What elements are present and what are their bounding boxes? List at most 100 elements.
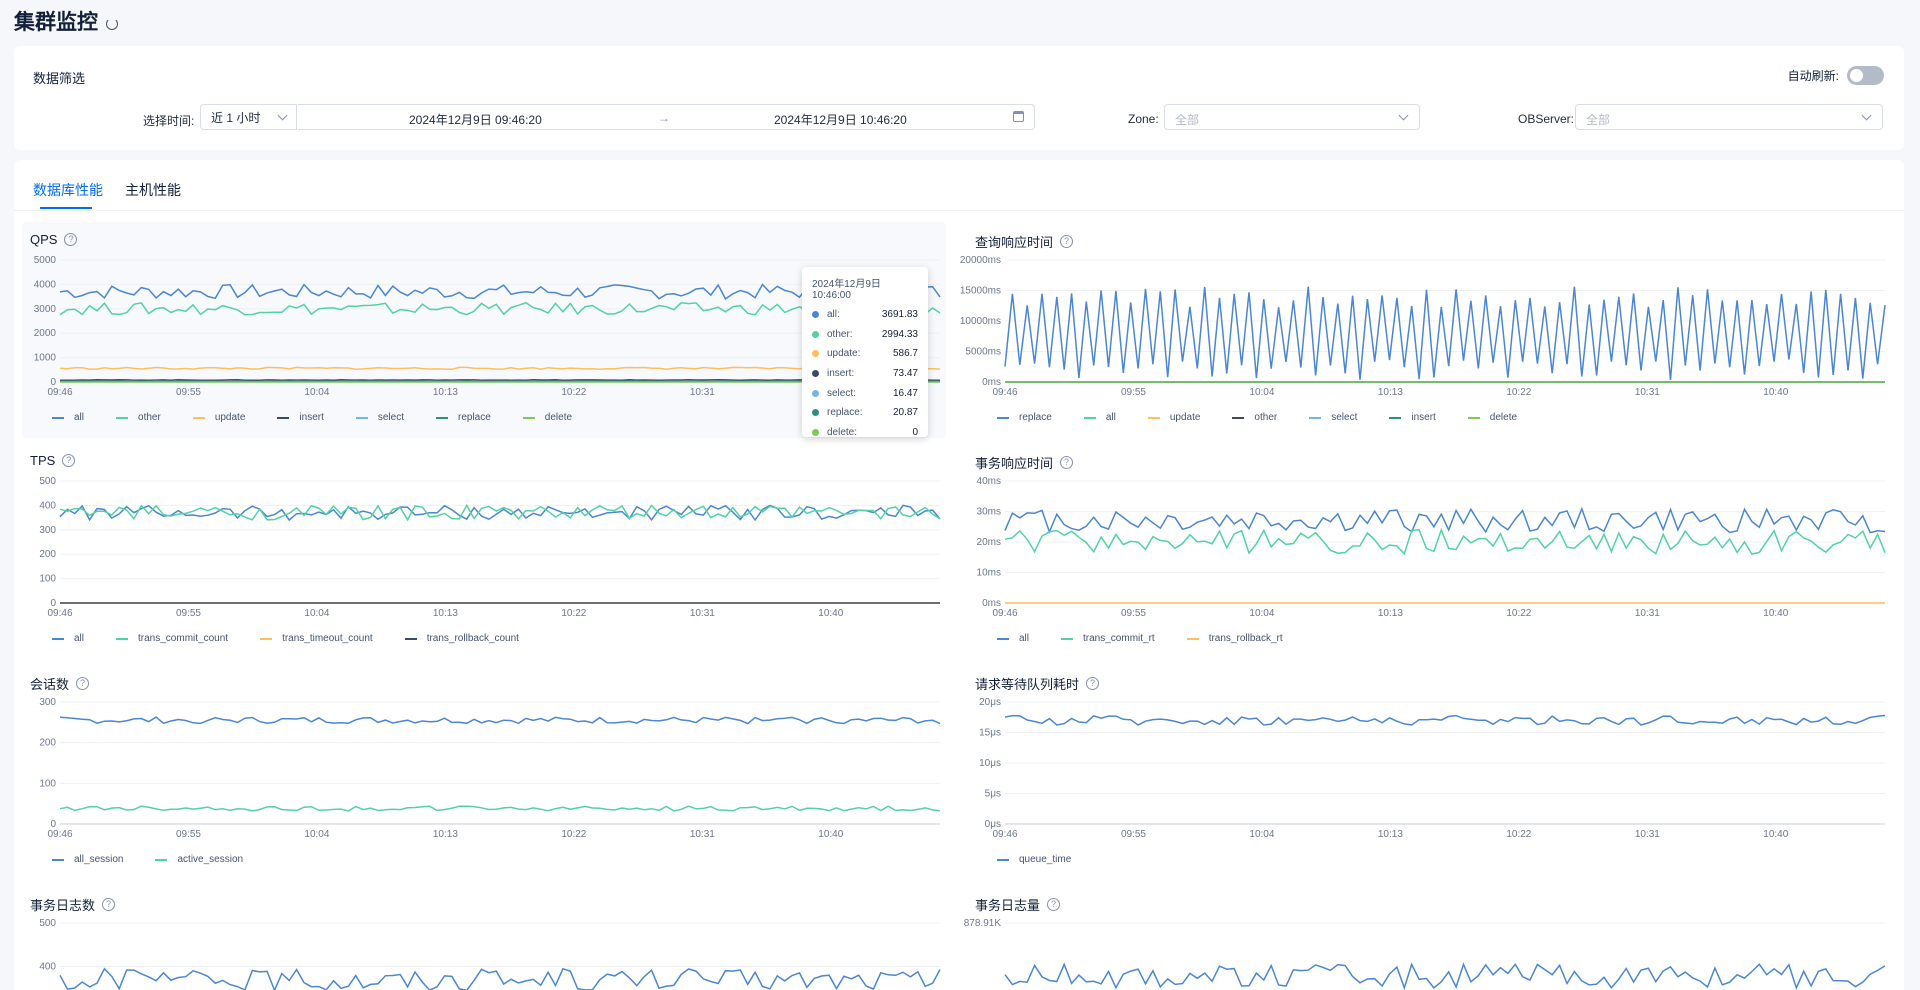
legend-item[interactable]: trans_timeout_count xyxy=(260,633,373,644)
x-tick-label: 09:46 xyxy=(992,387,1017,398)
start-time[interactable]: 2024年12月9日 09:46:20 xyxy=(409,113,542,127)
end-time[interactable]: 2024年12月9日 10:46:20 xyxy=(774,113,907,127)
series-line-clog_size[interactable] xyxy=(1004,962,1886,990)
chart-panel-trans_rt: 事务响应时间? 0ms 10ms 20ms 30ms 40ms 09:46 09:55 10:0… xyxy=(967,443,1891,659)
legend-label: update xyxy=(214,412,246,423)
legend-item[interactable]: all xyxy=(52,633,84,644)
legend-item[interactable]: delete xyxy=(522,412,572,423)
legend-item[interactable]: update xyxy=(192,412,246,423)
chart-title-text: QPS xyxy=(30,232,58,247)
help-icon[interactable]: ? xyxy=(62,454,76,467)
help-icon[interactable]: ? xyxy=(1047,898,1061,911)
legend-item[interactable]: select xyxy=(355,412,404,423)
legend-swatch xyxy=(116,416,129,419)
tooltip-series-name: insert: xyxy=(827,368,855,380)
chart-legend: all trans_commit_count trans_timeout_count… xyxy=(52,633,519,644)
y-tick-label: 200 xyxy=(39,738,56,749)
legend-item[interactable]: replace xyxy=(997,412,1052,423)
auto-refresh-label: 自动刷新: xyxy=(1787,69,1839,83)
help-icon[interactable]: ? xyxy=(1060,235,1074,248)
legend-item[interactable]: queue_time xyxy=(997,854,1071,865)
zone-select[interactable]: 全部 xyxy=(1164,104,1420,130)
help-icon[interactable]: ? xyxy=(64,233,78,246)
series-line-all_session[interactable] xyxy=(59,716,941,725)
tooltip-series-name: all: xyxy=(827,309,840,321)
legend-swatch xyxy=(1083,416,1096,419)
legend-label: select xyxy=(1331,412,1358,423)
chart-title-text: TPS xyxy=(30,453,56,468)
series-line-active_session[interactable] xyxy=(59,805,941,812)
legend-swatch xyxy=(116,637,129,640)
tooltip-series-value: 0 xyxy=(912,426,918,438)
legend-item[interactable]: other xyxy=(1232,412,1277,423)
help-icon[interactable]: ? xyxy=(102,898,116,911)
legend-item[interactable]: trans_rollback_rt xyxy=(1186,633,1283,644)
y-tick-label: 10μs xyxy=(979,758,1001,769)
legend-item[interactable]: active_session xyxy=(155,854,243,865)
legend-item[interactable]: insert xyxy=(1389,412,1436,423)
tab-database-performance[interactable]: 数据库性能 xyxy=(33,182,103,198)
legend-swatch xyxy=(1061,637,1074,640)
series-line-replace[interactable] xyxy=(1004,286,1886,381)
legend-item[interactable]: select xyxy=(1309,412,1357,423)
x-tick-label: 10:40 xyxy=(818,608,843,619)
tooltip-series-name: replace: xyxy=(827,407,863,419)
legend-swatch xyxy=(997,416,1009,419)
series-line-insert[interactable] xyxy=(59,379,941,382)
series-dot-icon xyxy=(812,389,819,397)
legend-item[interactable]: insert xyxy=(277,412,324,423)
legend-label: active_session xyxy=(177,854,244,865)
series-line-update[interactable] xyxy=(59,366,941,371)
legend-item[interactable]: trans_commit_rt xyxy=(1061,633,1155,644)
legend-swatch xyxy=(997,637,1009,640)
legend-item[interactable]: trans_commit_count xyxy=(116,633,228,644)
x-tick-label: 10:31 xyxy=(690,387,715,398)
legend-item[interactable]: trans_rollback_count xyxy=(404,633,519,644)
y-tick-label: 4000 xyxy=(34,279,57,290)
tooltip-row: insert: 73.47 xyxy=(812,364,918,384)
chart-svg: 0 100 200 300 09:46 09:55 10:04 10:13 10:22 10:31… xyxy=(39,697,941,840)
series-dot-icon xyxy=(812,370,819,378)
legend-label: trans_commit_rt xyxy=(1083,633,1155,644)
date-range-picker[interactable]: 2024年12月9日 09:46:20 → 2024年12月9日 10:46:2… xyxy=(298,104,1035,130)
series-line-other[interactable] xyxy=(59,301,941,316)
legend-item[interactable]: all xyxy=(997,633,1029,644)
legend-swatch xyxy=(1467,416,1480,419)
legend-item[interactable]: delete xyxy=(1467,412,1518,423)
series-line-clog_count[interactable] xyxy=(59,967,941,990)
chart-legend: all trans_commit_rt trans_rollback_rt xyxy=(997,633,1283,644)
time-preset-select[interactable]: 近 1 小时 xyxy=(200,104,297,130)
x-tick-label: 09:55 xyxy=(176,608,201,619)
filter-card: 数据筛选 自动刷新: 选择时间: 近 1 小时 2024年12月9日 09:46… xyxy=(14,46,1904,150)
chevron-down-icon xyxy=(1398,110,1409,121)
series-line-all[interactable] xyxy=(59,283,941,300)
tab-host-performance[interactable]: 主机性能 xyxy=(125,182,181,198)
help-icon[interactable]: ? xyxy=(76,677,90,690)
chart-panel-tps: TPS? 0 100 200 300 400 500 09:46 09:55 10:04 10:13… xyxy=(22,443,946,659)
series-line-all[interactable] xyxy=(1004,506,1886,535)
refresh-icon[interactable] xyxy=(106,17,118,30)
series-line-trans_commit_rt[interactable] xyxy=(1004,527,1886,556)
chart-title-text: 事务日志量 xyxy=(975,898,1041,913)
series-line-queue_time[interactable] xyxy=(1004,714,1886,726)
series-line-trans_commit_count[interactable] xyxy=(59,503,941,522)
legend-label: delete xyxy=(1489,412,1518,423)
tooltip-title: 2024年12月9日 10:46:00 xyxy=(812,279,881,301)
auto-refresh-toggle[interactable] xyxy=(1847,66,1884,85)
legend-item[interactable]: all xyxy=(1083,412,1116,423)
calendar-icon[interactable] xyxy=(1013,111,1024,122)
legend-item[interactable]: replace xyxy=(435,412,491,423)
legend-swatch xyxy=(435,416,448,419)
x-tick-label: 10:04 xyxy=(304,387,329,398)
x-tick-label: 09:46 xyxy=(47,829,72,840)
legend-item[interactable]: all_session xyxy=(52,854,123,865)
tooltip-series-name: select: xyxy=(827,387,856,399)
observer-select[interactable]: 全部 xyxy=(1575,104,1883,130)
help-icon[interactable]: ? xyxy=(1086,677,1100,690)
legend-item[interactable]: other xyxy=(116,412,161,423)
legend-item[interactable]: update xyxy=(1147,412,1200,423)
help-icon[interactable]: ? xyxy=(1060,456,1074,469)
legend-item[interactable]: all xyxy=(52,412,84,423)
chart-title-text: 会话数 xyxy=(30,677,70,692)
chart-title: 会话数? xyxy=(30,674,90,693)
